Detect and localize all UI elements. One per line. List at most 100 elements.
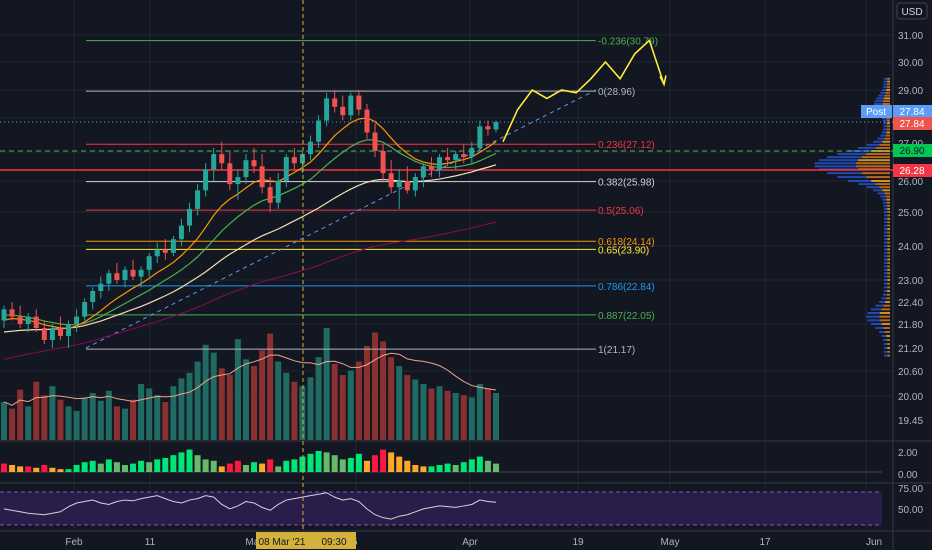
histogram-bar bbox=[154, 459, 161, 472]
volume-bar bbox=[81, 397, 88, 440]
last-price-badge: 27.84 bbox=[893, 117, 932, 130]
time-tick-label: 11 bbox=[145, 537, 156, 548]
candle-body bbox=[130, 269, 136, 277]
histogram-bar bbox=[81, 462, 88, 472]
histogram-bar bbox=[436, 465, 443, 472]
candle-body bbox=[203, 169, 209, 191]
volume-profile-row bbox=[879, 301, 886, 303]
histogram-bar bbox=[41, 465, 48, 472]
volume-profile-row bbox=[879, 186, 890, 189]
volume-bar bbox=[49, 386, 56, 440]
histogram-bar bbox=[388, 452, 395, 472]
volume-bar bbox=[251, 366, 258, 440]
histogram-bar bbox=[146, 462, 153, 472]
volume-bar bbox=[363, 345, 370, 440]
volume-profile-row bbox=[883, 354, 888, 357]
volume-bar bbox=[436, 386, 443, 440]
volume-bar bbox=[484, 388, 491, 440]
volume-bar bbox=[291, 381, 298, 440]
candle-body bbox=[316, 120, 322, 142]
histogram-bar bbox=[25, 466, 32, 472]
volume-profile-row bbox=[887, 354, 890, 357]
volume-profile-row bbox=[874, 100, 884, 103]
candle-body bbox=[388, 173, 394, 188]
fib-level-label: 0(28.96) bbox=[598, 87, 635, 98]
candle-body bbox=[340, 106, 346, 116]
moving-average-long bbox=[3, 221, 497, 360]
volume-profile-row bbox=[881, 335, 887, 337]
candle-body bbox=[49, 328, 55, 340]
candle-body bbox=[178, 225, 184, 240]
volume-profile-row bbox=[883, 211, 888, 213]
volume-profile-row bbox=[873, 189, 883, 192]
volume-profile-row bbox=[875, 327, 884, 329]
volume-bar bbox=[275, 361, 282, 440]
horizontal-levels[interactable] bbox=[0, 121, 893, 171]
volume-profile-row bbox=[887, 221, 890, 224]
volume-profile-row bbox=[887, 343, 890, 345]
candlesticks bbox=[1, 90, 499, 348]
volume-profile-row bbox=[887, 286, 890, 289]
volume-profile-row bbox=[861, 156, 890, 159]
volume-bar bbox=[323, 328, 330, 440]
fib-level-label: 0.236(27.12) bbox=[598, 140, 655, 151]
volume-profile-row bbox=[887, 350, 890, 353]
price-tick-label: 23.00 bbox=[898, 276, 923, 287]
candle-body bbox=[332, 98, 338, 107]
histogram-bar bbox=[476, 456, 483, 472]
volume-profile-row bbox=[887, 251, 890, 254]
volume-bar bbox=[89, 392, 96, 440]
candle-body bbox=[420, 166, 426, 178]
volume-profile-row bbox=[886, 297, 890, 300]
volume-bar bbox=[146, 388, 153, 440]
rsi-tick-label: 75.00 bbox=[898, 484, 923, 495]
candle-body bbox=[299, 154, 305, 164]
projection-path[interactable] bbox=[502, 38, 667, 143]
volume-profile-row bbox=[884, 248, 888, 251]
volume-profile-row bbox=[881, 89, 887, 91]
volume-profile-row bbox=[887, 265, 890, 268]
volume-profile-row bbox=[837, 153, 867, 156]
volume-profile-row bbox=[882, 189, 890, 192]
candle-body bbox=[138, 269, 144, 277]
volume-bar bbox=[25, 406, 32, 440]
volume-profile-row bbox=[887, 224, 890, 227]
volume-bar bbox=[283, 372, 290, 440]
candle-body bbox=[469, 147, 475, 158]
volume-bar bbox=[1, 401, 7, 440]
candle-body bbox=[259, 166, 265, 188]
volume-profile-row bbox=[886, 201, 890, 204]
time-tick-label: 17 bbox=[759, 537, 771, 548]
candle-body bbox=[187, 208, 193, 226]
volume-profile-row bbox=[827, 172, 862, 175]
volume-profile-row bbox=[883, 282, 888, 285]
candle-body bbox=[485, 126, 491, 130]
volume-profile-row bbox=[858, 183, 876, 186]
last-price-label: 27.84 bbox=[899, 119, 924, 130]
volume-profile-row bbox=[887, 125, 890, 128]
post-label: Post bbox=[866, 107, 886, 118]
candle-body bbox=[195, 190, 201, 209]
volume-bar bbox=[493, 392, 499, 440]
volume-bar bbox=[210, 352, 217, 440]
volume-bar bbox=[218, 368, 225, 440]
histogram-bar bbox=[331, 455, 338, 472]
volume-profile-row bbox=[861, 172, 890, 175]
volume-profile-row bbox=[885, 91, 890, 94]
volume-profile-row bbox=[837, 176, 867, 179]
volume-profile-row bbox=[883, 343, 888, 345]
histogram-bar bbox=[138, 460, 145, 472]
volume-bar bbox=[242, 359, 249, 440]
candle-body bbox=[25, 316, 31, 324]
volume-bar bbox=[428, 388, 435, 440]
volume-bar bbox=[355, 361, 362, 440]
currency-label[interactable]: USD bbox=[896, 2, 928, 20]
fibonacci-retracement[interactable]: -0.236(30.79) 0(28.96) 0.236(27.12) 0.382(2… bbox=[86, 37, 658, 356]
candle-body bbox=[17, 316, 23, 324]
volume-profile-row bbox=[814, 165, 857, 168]
fib-level-label: 0.618(24.14) bbox=[598, 237, 655, 248]
volume-bar bbox=[380, 341, 387, 440]
volume-profile-row bbox=[883, 275, 888, 278]
volume-profile-row bbox=[886, 119, 890, 122]
volume-profile-row bbox=[887, 238, 890, 241]
